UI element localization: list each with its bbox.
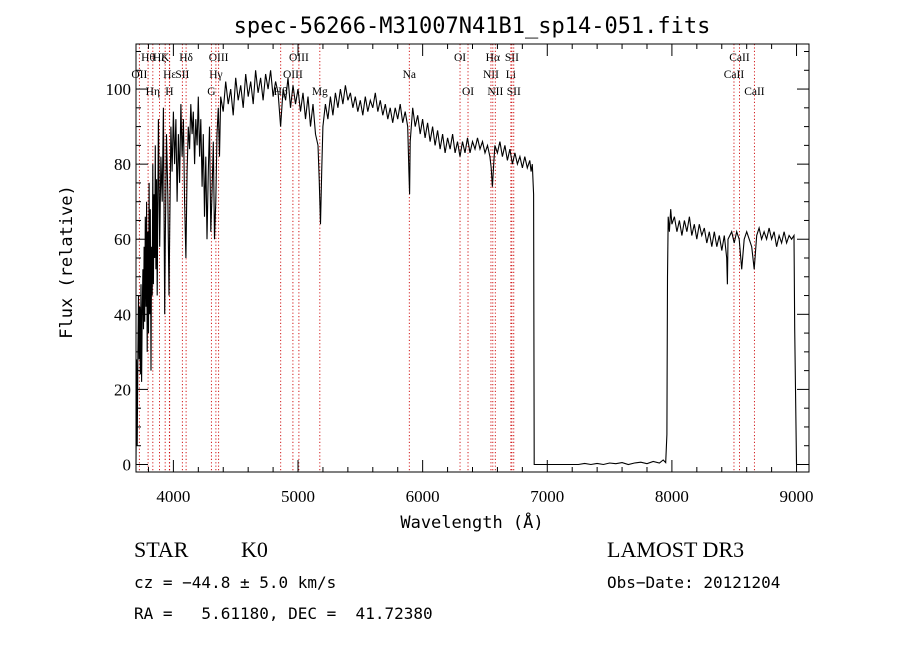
y-tick-label-0: 0	[123, 455, 132, 474]
line-marker-label-8: Hδ	[179, 52, 193, 64]
y-tick-label-1: 20	[114, 380, 131, 399]
x-tick-label-2: 6000	[406, 487, 440, 506]
line-marker-label-14: OIII	[289, 52, 309, 64]
x-tick-label-5: 9000	[780, 487, 814, 506]
spectrum-line	[135, 70, 798, 466]
object-class: STAR	[134, 537, 189, 562]
y-tick-label-5: 100	[106, 80, 132, 99]
coordinates: RA = 5.61180, DEC = 41.72380	[134, 604, 433, 623]
line-marker-label-3: Hζ	[153, 52, 166, 64]
line-marker-label-22: Li	[506, 69, 516, 81]
axis-tick-labels: 4000 5000 6000 7000 8000 9000 0 20 40 60 80 100	[106, 80, 814, 506]
line-marker-label-7: SII	[175, 69, 189, 81]
line-marker-label-2: Hη	[146, 86, 160, 98]
y-axis-label: Flux (relative)	[57, 185, 77, 339]
x-axis-label: Wavelength (Å)	[400, 511, 543, 533]
line-marker-label-23: SII	[505, 52, 519, 64]
y-tick-label-2: 40	[114, 305, 131, 324]
line-marker-label-16: Na	[403, 69, 416, 81]
x-tick-label-1: 5000	[281, 487, 315, 506]
line-marker-label-17: OI	[454, 52, 466, 64]
obs-date: Obs−Date: 20121204	[607, 573, 781, 592]
line-marker-label-10: Hγ	[209, 69, 222, 81]
x-tick-label-4: 8000	[655, 487, 689, 506]
line-marker-label-9: OIII	[209, 52, 229, 64]
line-marker-label-13: OIII	[283, 69, 303, 81]
y-tick-label-4: 80	[114, 155, 131, 174]
line-marker-label-27: CaII	[744, 86, 765, 98]
line-marker-label-1: Hθ	[141, 52, 155, 64]
x-tick-label-3: 7000	[530, 487, 564, 506]
line-marker-label-4: K	[161, 52, 170, 64]
line-marker-label-15: Mg	[312, 86, 328, 98]
survey-name: LAMOST DR3	[607, 537, 745, 562]
line-marker-label-19: NII	[483, 69, 499, 81]
line-marker-label-25: CaII	[724, 69, 745, 81]
plot-frame	[135, 43, 810, 473]
line-marker-label-6: H	[165, 86, 173, 98]
axis-ticks	[136, 44, 809, 472]
line-marker-label-20: Hα	[486, 52, 500, 64]
y-tick-label-3: 60	[114, 230, 131, 249]
line-marker-label-26: CaII	[729, 52, 750, 64]
subclass: K0	[241, 537, 268, 562]
line-marker-label-21: NII	[487, 86, 503, 98]
x-tick-label-0: 4000	[156, 487, 190, 506]
line-marker-label-18: OI	[462, 86, 474, 98]
chart-title: spec-56266-M31007N41B1_sp14-051.fits	[234, 14, 711, 39]
line-marker-label-0: OII	[131, 69, 147, 81]
line-marker-label-24: SII	[507, 86, 521, 98]
line-marker-label-11: G	[207, 86, 215, 98]
redshift-cz: cz = −44.8 ± 5.0 km/s	[134, 573, 337, 592]
